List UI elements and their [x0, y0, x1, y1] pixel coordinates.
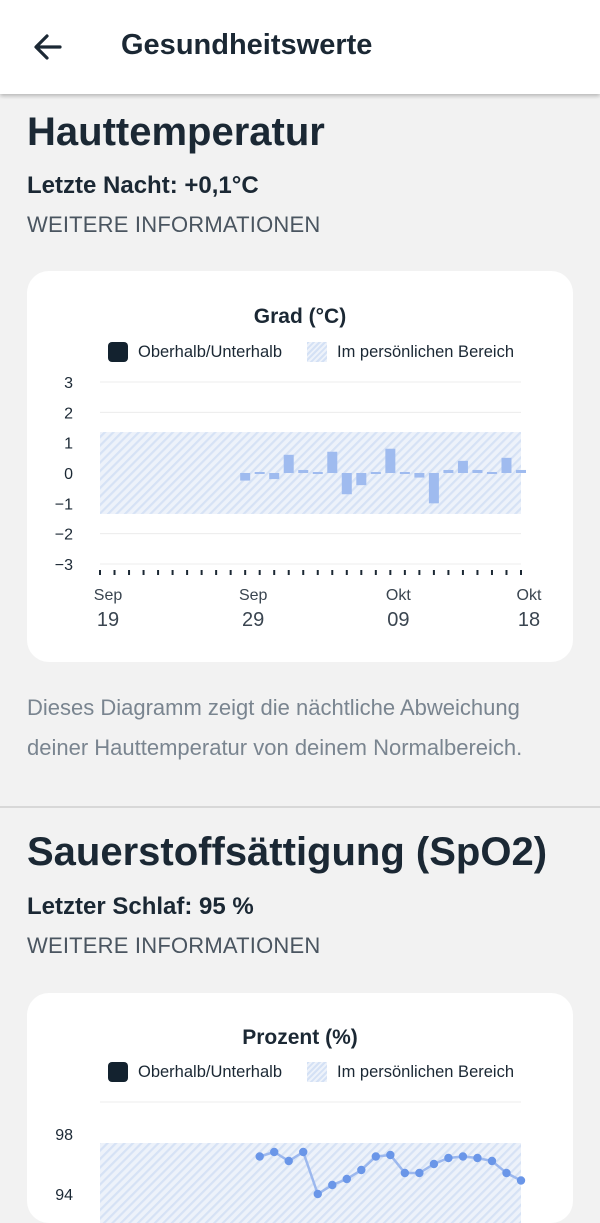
app-bar: Gesundheitswerte — [0, 0, 600, 94]
legend-item-outside: Oberhalb/Unterhalb — [108, 342, 282, 362]
chart-point — [255, 1152, 264, 1161]
chart-point — [270, 1147, 279, 1157]
x-tick-day: 18 — [518, 609, 540, 631]
x-tick-month: Okt — [517, 587, 542, 604]
chart-bar — [298, 469, 309, 473]
chart-point — [429, 1159, 439, 1169]
page-title: Gesundheitswerte — [121, 29, 373, 61]
chart-point — [299, 1147, 308, 1157]
x-tick-month: Sep — [239, 587, 268, 604]
personal-range-band — [100, 432, 521, 514]
chart-point — [487, 1156, 497, 1166]
legend-swatch-dark — [108, 342, 128, 362]
chart-point — [415, 1168, 424, 1178]
chart-point — [473, 1153, 482, 1163]
x-tick-month: Sep — [94, 587, 123, 604]
y-tick-label: 2 — [64, 405, 73, 422]
chart-point — [357, 1165, 366, 1175]
chart-bar — [341, 473, 352, 495]
chart-point — [371, 1152, 381, 1161]
skin-temp-subtitle: Letzte Nacht: +0,1°C — [27, 172, 259, 199]
x-tick-day: 19 — [97, 609, 119, 631]
legend-swatch-dark — [108, 1062, 128, 1082]
chart-bar — [269, 473, 280, 480]
chart-bar — [516, 469, 526, 473]
x-tick-day: 09 — [387, 609, 409, 631]
skin-temp-more-info-link[interactable]: WEITERE INFORMATIONEN — [27, 212, 321, 237]
chart-bar — [414, 473, 425, 478]
chart-bar — [399, 472, 410, 474]
legend-label: Oberhalb/Unterhalb — [138, 1062, 283, 1081]
chart-title: Prozent (%) — [242, 1026, 358, 1049]
legend-label: Im persönlichen Bereich — [337, 1062, 515, 1081]
chart-legend: Oberhalb/Unterhalb Im persönlichen Berei… — [27, 1062, 573, 1086]
skin-temp-description: Dieses Diagramm zeigt die nächtliche Abw… — [27, 695, 523, 760]
x-tick-day: 29 — [242, 609, 264, 631]
chart-bar — [312, 472, 323, 474]
y-tick-label: 94 — [55, 1187, 73, 1204]
chart-point — [516, 1176, 526, 1185]
chart-bar — [356, 473, 367, 486]
chart-bar — [370, 472, 381, 474]
chart-bar — [283, 454, 294, 473]
spo2-chart: 98 94 — [55, 1101, 526, 1223]
legend-label: Im persönlichen Bereich — [337, 342, 515, 361]
section-divider — [0, 806, 600, 808]
chart-bar — [385, 448, 396, 473]
spo2-more-info-link[interactable]: WEITERE INFORMATIONEN — [27, 933, 321, 958]
chart-point — [502, 1168, 511, 1178]
chart-point — [400, 1168, 410, 1178]
chart-bar — [501, 457, 512, 473]
legend-label: Oberhalb/Unterhalb — [138, 342, 283, 361]
chart-point — [386, 1150, 395, 1160]
chart-bar — [428, 473, 439, 504]
skin-temp-chart-card: Grad (°C) Oberhalb/Unterhalb Im persönli… — [27, 271, 573, 662]
chart-point — [444, 1153, 453, 1163]
y-tick-label: −3 — [55, 557, 73, 574]
chart-bar — [240, 473, 251, 481]
x-tick-month: Okt — [386, 587, 411, 604]
legend-item-in-range: Im persönlichen Bereich — [307, 1062, 514, 1082]
chart-point — [328, 1180, 337, 1190]
legend-item-in-range: Im persönlichen Bereich — [307, 342, 514, 362]
legend-swatch-hatched — [307, 342, 327, 362]
chart-title: Grad (°C) — [253, 305, 347, 328]
y-tick-label: −2 — [55, 527, 73, 544]
spo2-subtitle: Letzter Schlaf: 95 % — [27, 893, 254, 920]
back-button[interactable] — [28, 28, 68, 68]
personal-range-band — [100, 1143, 521, 1223]
spo2-title: Sauerstoffsättigung (SpO2) — [27, 830, 548, 874]
chart-bar — [327, 451, 338, 473]
arrow-left-icon — [34, 34, 62, 60]
y-tick-label: 0 — [64, 466, 73, 483]
y-tick-label: −1 — [55, 496, 73, 513]
chart-bar — [472, 469, 483, 473]
chart-legend: Oberhalb/Unterhalb Im persönlichen Berei… — [27, 342, 573, 366]
legend-swatch-hatched — [307, 1062, 327, 1082]
y-tick-label: 1 — [64, 436, 73, 453]
skin-temp-chart: 3 2 1 0 −1 −2 −3 Sep 19 Sep 29 Okt 09 Okt 18 — [55, 375, 542, 631]
chart-point — [342, 1174, 351, 1184]
chart-bar — [457, 460, 468, 473]
chart-bar — [443, 469, 454, 473]
chart-point — [313, 1189, 322, 1199]
chart-bar — [486, 472, 497, 474]
y-tick-label: 98 — [55, 1127, 73, 1144]
legend-item-outside: Oberhalb/Unterhalb — [108, 1062, 282, 1082]
chart-point — [284, 1156, 293, 1166]
chart-bar — [254, 472, 265, 474]
skin-temp-title: Hauttemperatur — [27, 110, 325, 154]
chart-point — [458, 1152, 468, 1161]
y-tick-label: 3 — [64, 375, 73, 392]
spo2-chart-card: Prozent (%) Oberhalb/Unterhalb Im persön… — [27, 993, 573, 1223]
